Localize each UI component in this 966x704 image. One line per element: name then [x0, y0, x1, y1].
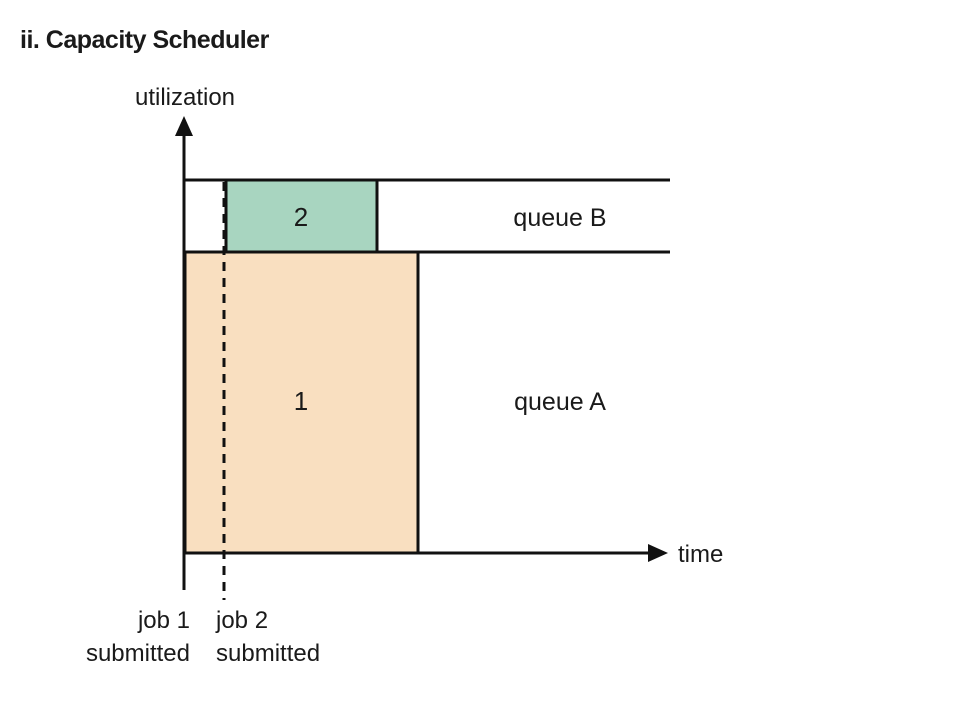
- y-axis-arrow-icon: [175, 116, 193, 136]
- job-1-submitted-line2: submitted: [86, 640, 190, 667]
- queue-b-label: queue B: [513, 204, 606, 232]
- x-axis-label: time: [678, 541, 723, 568]
- job-2-submitted-line1: job 2: [215, 607, 268, 634]
- job-2-submitted-line2: submitted: [216, 640, 320, 667]
- x-axis-arrow-icon: [648, 544, 668, 562]
- job-2-label: 2: [294, 202, 308, 232]
- job-1-submitted-line1: job 1: [137, 607, 190, 634]
- y-axis-label: utilization: [135, 84, 235, 111]
- job-1-label: 1: [294, 386, 308, 416]
- diagram-title: ii. Capacity Scheduler: [20, 26, 269, 54]
- queue-a-label: queue A: [514, 388, 606, 416]
